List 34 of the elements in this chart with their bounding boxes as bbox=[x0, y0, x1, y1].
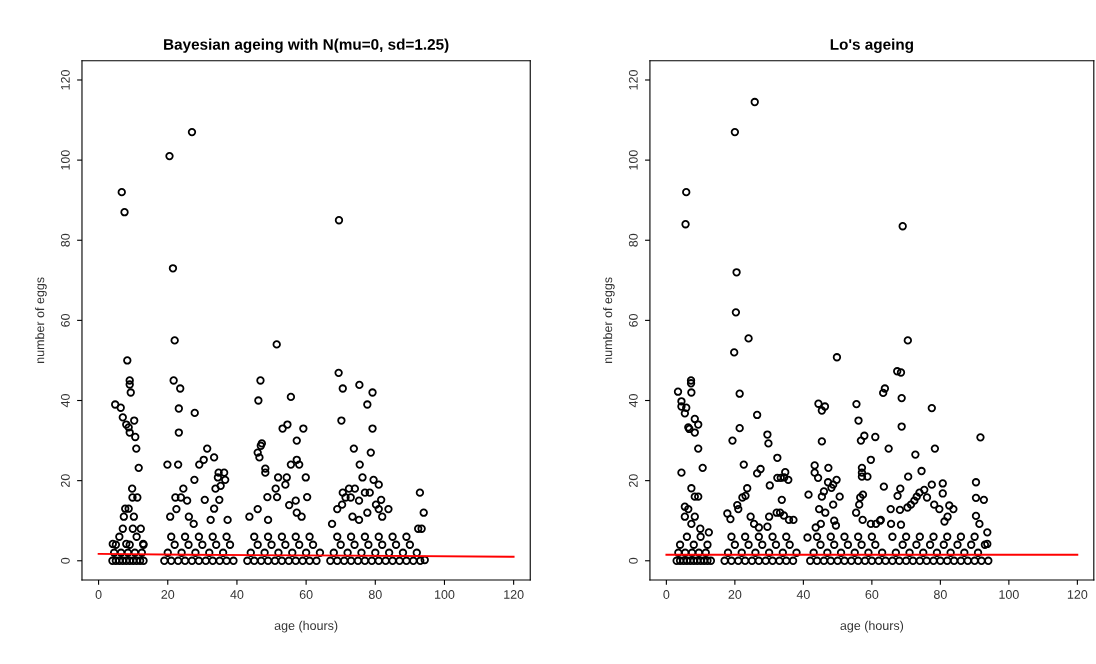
x-tick-label: 120 bbox=[504, 590, 524, 599]
y-tick-label: 80 bbox=[60, 233, 70, 247]
y-tick-label: 100 bbox=[628, 150, 638, 170]
y-tick-label: 40 bbox=[60, 394, 70, 408]
x-tick-label: 100 bbox=[999, 590, 1019, 599]
y-axis-title: number of eggs bbox=[603, 277, 615, 363]
x-tick-label: 80 bbox=[368, 590, 382, 599]
x-tick-label: 20 bbox=[728, 590, 742, 599]
x-tick-label: 0 bbox=[95, 590, 102, 599]
y-tick-label: 0 bbox=[628, 557, 638, 564]
x-tick-label: 40 bbox=[230, 590, 244, 599]
x-axis-title: age (hours) bbox=[274, 620, 338, 633]
x-tick-label: 20 bbox=[161, 590, 175, 599]
x-tick-label: 80 bbox=[933, 590, 947, 599]
chart-title: Lo's ageing bbox=[830, 38, 913, 53]
y-tick-label: 60 bbox=[60, 313, 70, 327]
x-tick-label: 0 bbox=[663, 590, 670, 599]
y-tick-label: 40 bbox=[628, 394, 638, 408]
x-tick-label: 60 bbox=[299, 590, 313, 599]
y-axis-title: number of eggs bbox=[35, 277, 47, 363]
y-tick-label: 100 bbox=[60, 150, 70, 170]
y-tick-label: 80 bbox=[628, 233, 638, 247]
x-axis-title: age (hours) bbox=[840, 620, 904, 633]
x-tick-label: 60 bbox=[865, 590, 879, 599]
y-tick-label: 20 bbox=[60, 474, 70, 487]
y-tick-label: 120 bbox=[628, 70, 638, 90]
x-tick-label: 120 bbox=[1067, 590, 1088, 599]
y-tick-label: 120 bbox=[60, 70, 70, 90]
y-tick-label: 0 bbox=[60, 557, 70, 564]
y-tick-label: 20 bbox=[628, 474, 638, 487]
x-tick-label: 40 bbox=[796, 590, 810, 599]
chart-title: Bayesian ageing with N(mu=0, sd=1.25) bbox=[164, 38, 449, 53]
x-tick-label: 100 bbox=[434, 590, 455, 599]
y-tick-label: 60 bbox=[628, 313, 638, 327]
